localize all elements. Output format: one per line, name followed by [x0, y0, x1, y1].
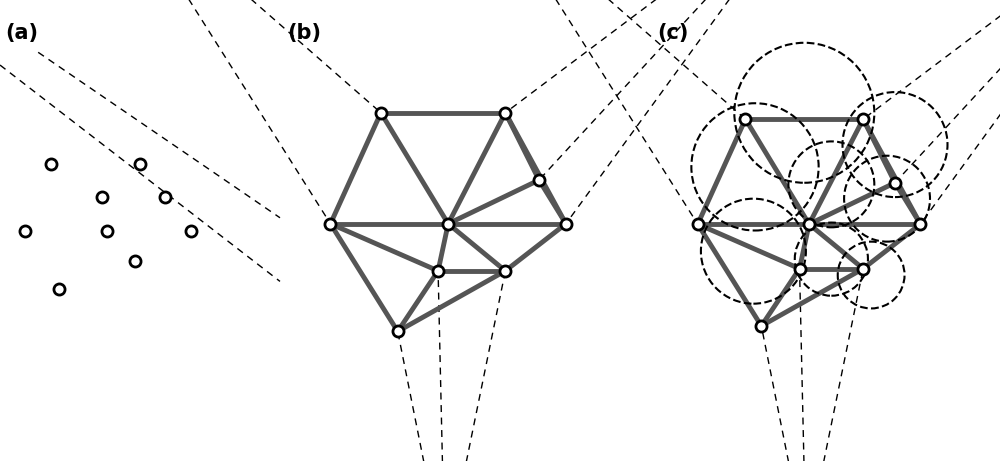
Text: (b): (b): [287, 23, 321, 43]
Text: (c): (c): [657, 23, 688, 43]
Text: (a): (a): [6, 23, 39, 43]
